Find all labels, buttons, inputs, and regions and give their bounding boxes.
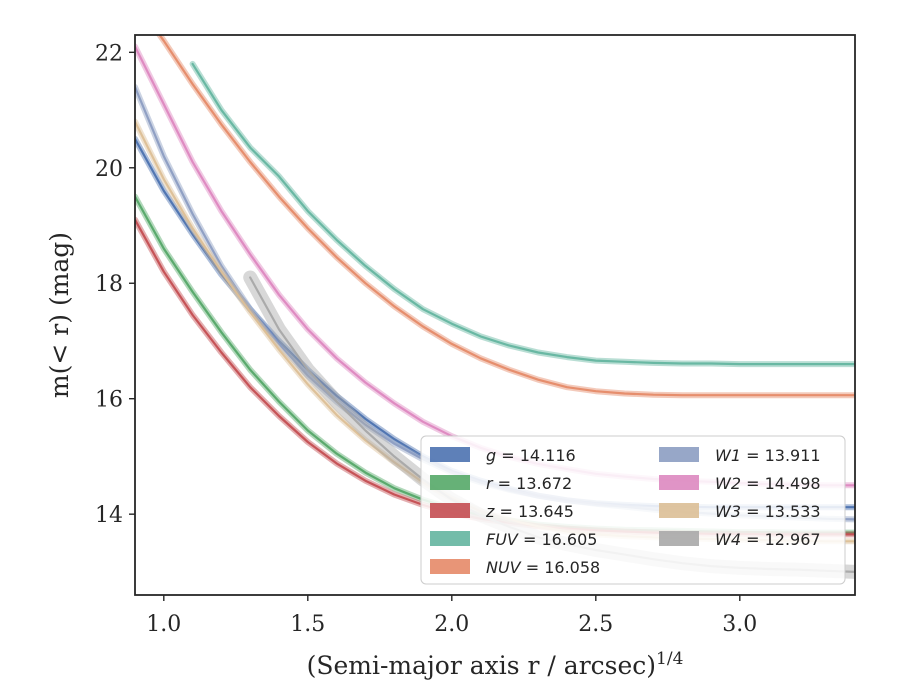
legend-label-fuv: FUV = 16.605: [486, 530, 597, 549]
y-axis-label: m(< r) (mag): [45, 232, 74, 398]
x-tick-label: 2.0: [434, 612, 469, 637]
y-tick-label: 22: [95, 41, 123, 66]
x-axis-label-text: (Semi-major axis r / arcsec): [307, 651, 656, 680]
legend-label-z: z = 13.645: [485, 502, 574, 521]
legend-swatch-r: [430, 475, 470, 490]
legend-label-nuv: NUV = 16.058: [486, 558, 600, 577]
legend-swatch-w3: [659, 503, 699, 518]
legend-swatch-w2: [659, 475, 699, 490]
x-axis-label: (Semi-major axis r / arcsec)1/4: [307, 649, 684, 680]
legend-swatch-g: [430, 447, 470, 462]
y-axis-ticks: 14 16 18 20 22: [95, 41, 135, 528]
series-line-fuv: [191, 62, 855, 366]
y-tick-label: 20: [95, 157, 123, 182]
legend-label-g: g = 14.116: [486, 446, 576, 465]
legend-swatch-nuv: [430, 559, 470, 574]
legend-box: [420, 435, 846, 585]
legend-swatch-fuv: [430, 531, 470, 546]
legend-label-w1: W1 = 13.911: [715, 446, 821, 465]
legend-label-r: r = 13.672: [486, 474, 572, 493]
x-axis-ticks: 1.0 1.5 2.0 2.5 3.0: [146, 595, 757, 637]
legend-swatch-w4: [659, 531, 699, 546]
legend: g = 14.116 r = 13.672 z = 13.645 FUV = 16.6…: [420, 435, 846, 585]
legend-label-w2: W2 = 14.498: [715, 474, 821, 493]
legend-label-w4: W4 = 12.967: [715, 530, 821, 549]
x-tick-label: 2.5: [578, 612, 613, 637]
x-tick-label: 1.5: [290, 612, 325, 637]
legend-swatch-z: [430, 503, 470, 518]
legend-label-w3: W3 = 13.533: [715, 502, 821, 521]
series-line-nuv: [158, 35, 855, 397]
x-tick-label: 1.0: [146, 612, 181, 637]
x-axis-label-exponent: 1/4: [656, 649, 683, 669]
y-tick-label: 16: [95, 388, 123, 413]
axes-frame: [134, 34, 856, 596]
y-tick-label: 18: [95, 272, 123, 297]
x-tick-label: 3.0: [722, 612, 757, 637]
legend-swatch-w1: [659, 447, 699, 462]
y-tick-label: 14: [95, 503, 123, 528]
